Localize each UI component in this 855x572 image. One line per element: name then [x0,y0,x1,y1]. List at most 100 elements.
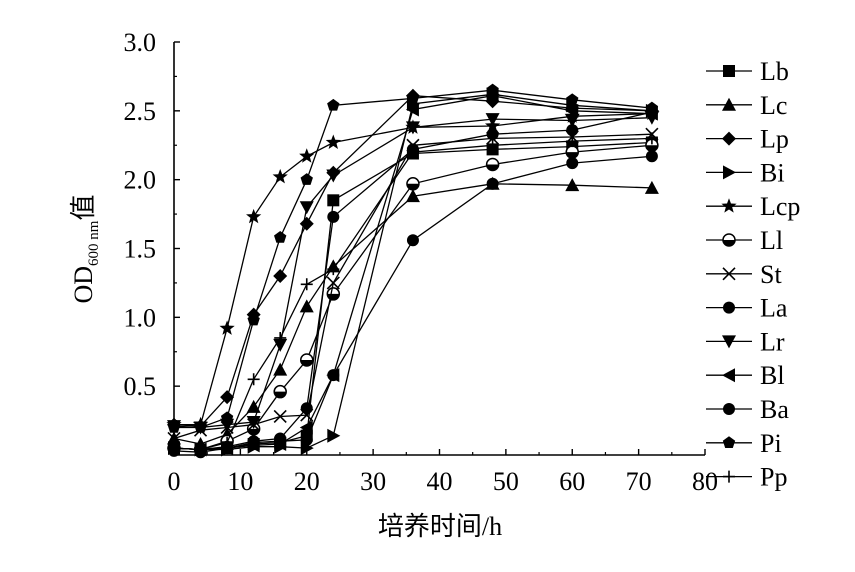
data-point-pi [220,411,234,424]
x-axis-label: 培养时间/h [378,512,502,541]
y-tick-label: 2.0 [124,166,157,195]
data-point-bi [327,428,341,443]
legend-item-pi: Pi [706,429,782,458]
series-line-lr [173,117,652,429]
data-point-la [486,177,499,190]
legend-label-st: St [760,260,782,289]
data-point-lr [485,113,500,127]
legend-label-la: La [760,294,788,323]
series-line-lc [173,183,652,445]
legend-label-pp: Pp [760,463,787,492]
y-tick-label: 1.5 [124,235,157,264]
data-point-lc [299,299,314,313]
legend-item-ba: Ba [706,395,789,424]
data-point-ll [485,157,500,172]
legend-item-pp: Pp [706,463,787,492]
data-point-lc [273,362,288,376]
legend-label-pi: Pi [760,429,782,458]
data-point-pi [274,230,287,243]
data-point-pp [221,436,234,449]
legend-marker-pi [722,436,736,449]
marker-part [406,183,419,190]
data-point-pp [247,373,260,386]
series-layer [166,83,660,459]
legend-marker-pp [723,470,735,483]
data-point-pp [194,443,207,456]
data-point-pi [327,98,340,111]
legend-label-lb: Lb [760,57,789,86]
x-tick-label: 10 [227,467,253,496]
data-point-pi [406,91,420,104]
data-point-pp [327,263,340,276]
y-tick-label: 1.0 [124,303,157,332]
data-point-lp [273,269,288,284]
data-point-lcp [246,208,262,224]
marker-part [486,164,499,171]
legend-marker-bl [722,368,735,383]
legend-label-lc: Lc [760,91,787,120]
legend-item-lcp: Lcp [706,192,800,221]
data-point-lr [299,201,314,215]
marker-part [274,391,287,398]
data-point-ba [486,128,499,141]
legend-item-bi: Bi [706,158,785,187]
data-point-ba [274,432,287,445]
legend-item-lb: Lb [706,57,789,86]
marker-part [566,152,579,159]
legend-item-st: St [706,260,782,289]
x-tick-label: 70 [626,467,652,496]
data-point-pp [300,278,313,291]
data-point-ll [326,287,341,301]
y-tick-label: 3.0 [124,28,157,57]
data-point-lp [220,390,235,405]
data-point-pp [274,331,287,344]
x-tick-label: 50 [493,467,519,496]
legend-marker-ba [723,403,735,415]
data-point-ll [300,353,314,367]
x-tick-label: 20 [294,467,320,496]
legend-marker-st [722,267,736,281]
marker-part [645,145,658,152]
y-axis-label-suffix: 值 [69,195,98,221]
series-pi [167,83,659,433]
legend-item-lr: Lr [706,327,785,356]
data-point-lc [246,399,261,413]
data-point-pi [566,93,579,106]
y-axis-label-main: OD [69,266,98,304]
data-point-ba [300,402,313,415]
series-ba [168,106,658,456]
series-bi [168,87,659,457]
legend-label-lr: Lr [760,327,785,356]
data-point-lr [565,114,580,128]
x-tick-label: 0 [168,467,181,496]
data-point-bl [405,102,419,117]
data-point-ba [327,210,340,223]
legend-label-ba: Ba [760,395,789,424]
data-point-pi [300,173,313,185]
data-point-lcp [219,320,235,335]
legend-item-ll: Ll [706,226,783,255]
legend-marker-la [723,301,735,314]
series-line-lcp [174,112,652,426]
data-point-lb [327,194,340,207]
legend-label-lcp: Lcp [760,192,800,221]
x-tick-label: 30 [360,467,386,496]
data-point-lcp [325,134,341,149]
data-point-ll [273,384,287,399]
legend-marker-lp [722,131,736,146]
data-point-bl [299,420,313,435]
legend: Lb Lc Lp Bi Lcp Ll St La Lr Bl Ba Pi Pp [706,57,800,492]
y-axis-label: OD600 nm值 [69,195,102,304]
data-point-la [300,433,313,446]
data-point-lc [644,180,659,194]
y-tick-label: 0.5 [124,372,157,401]
data-point-ll [565,145,579,159]
data-point-lr [405,121,420,135]
y-axis-label-subscript: 600 nm [86,220,102,266]
legend-label-lp: Lp [760,125,789,154]
data-point-lp [299,216,314,231]
data-point-la [645,150,658,163]
legend-marker-lcp [721,198,737,213]
data-point-ll [406,177,420,191]
